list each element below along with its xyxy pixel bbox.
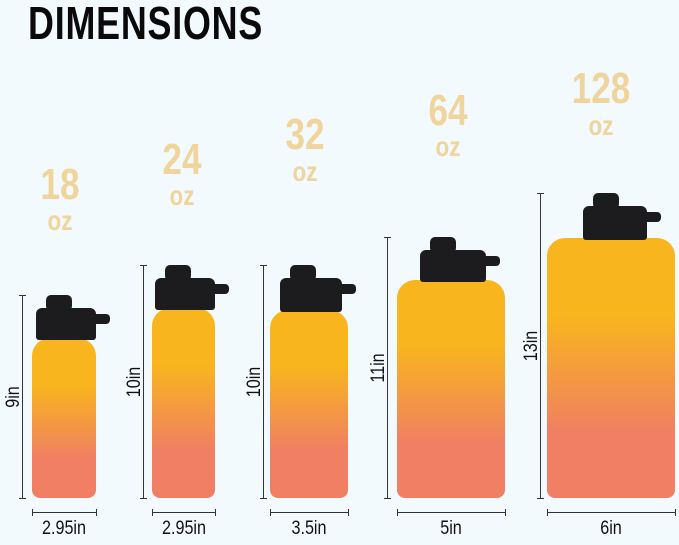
height-tick-bottom (537, 498, 544, 499)
height-tick-bottom (140, 498, 147, 499)
height-tick-top (19, 295, 26, 296)
width-line (397, 512, 505, 513)
width-tick-right (505, 509, 506, 516)
width-tick-left (270, 509, 271, 516)
cap-handle (46, 295, 72, 311)
capacity-unit: oz (169, 180, 195, 211)
height-tick-top (260, 265, 267, 266)
height-label: 11in (368, 352, 389, 383)
bottle-body (270, 310, 348, 498)
bottle-body (152, 308, 215, 498)
height-line (263, 265, 264, 498)
height-tick-bottom (384, 498, 391, 499)
bottle-body (547, 238, 675, 498)
height-line (22, 295, 23, 498)
width-tick-right (96, 509, 97, 516)
height-tick-top (537, 193, 544, 194)
height-label: 13in (521, 330, 542, 361)
cap-handle (290, 265, 316, 281)
capacity-unit: oz (435, 131, 461, 162)
width-line (270, 512, 348, 513)
capacity-number: 32 (285, 110, 325, 159)
capacity-number: 18 (40, 160, 80, 209)
height-tick-top (384, 237, 391, 238)
width-tick-left (32, 509, 33, 516)
bottle-cap (583, 206, 647, 240)
height-line (540, 193, 541, 498)
capacity-number: 128 (571, 64, 631, 113)
cap-spout-icon (336, 284, 356, 294)
page-title: DIMENSIONS (28, 0, 264, 49)
height-tick-bottom (19, 498, 26, 499)
capacity-number: 64 (428, 86, 468, 135)
capacity-unit: oz (588, 110, 614, 141)
width-label: 3.5in (291, 518, 327, 539)
cap-spout-icon (209, 284, 229, 294)
height-label: 10in (244, 366, 265, 397)
height-tick-bottom (260, 498, 267, 499)
bottle-body (32, 338, 96, 498)
width-tick-right (675, 509, 676, 516)
bottle-cap (36, 308, 96, 340)
height-tick-top (140, 265, 147, 266)
capacity-unit: oz (47, 205, 73, 236)
cap-spout-icon (480, 256, 500, 266)
width-line (32, 512, 96, 513)
bottle-cap (420, 250, 486, 282)
width-tick-left (547, 509, 548, 516)
capacity-unit: oz (292, 156, 318, 187)
cap-spout-icon (641, 212, 661, 222)
width-line (152, 512, 215, 513)
width-tick-left (397, 509, 398, 516)
height-label: 9in (3, 385, 24, 408)
width-label: 2.95in (161, 518, 206, 539)
height-line (387, 237, 388, 498)
width-tick-right (215, 509, 216, 516)
width-tick-right (348, 509, 349, 516)
width-line (547, 512, 675, 513)
width-label: 6in (600, 518, 622, 539)
capacity-number: 24 (162, 135, 202, 184)
cap-spout-icon (90, 314, 110, 324)
bottle-cap (280, 278, 342, 312)
height-label: 10in (124, 366, 145, 397)
width-label: 5in (440, 518, 462, 539)
cap-handle (165, 265, 191, 281)
bottle-body (397, 280, 505, 498)
height-line (143, 265, 144, 498)
cap-handle (430, 237, 456, 253)
width-label: 2.95in (41, 518, 87, 539)
width-tick-left (152, 509, 153, 516)
bottle-cap (155, 278, 215, 310)
cap-handle (593, 193, 619, 209)
